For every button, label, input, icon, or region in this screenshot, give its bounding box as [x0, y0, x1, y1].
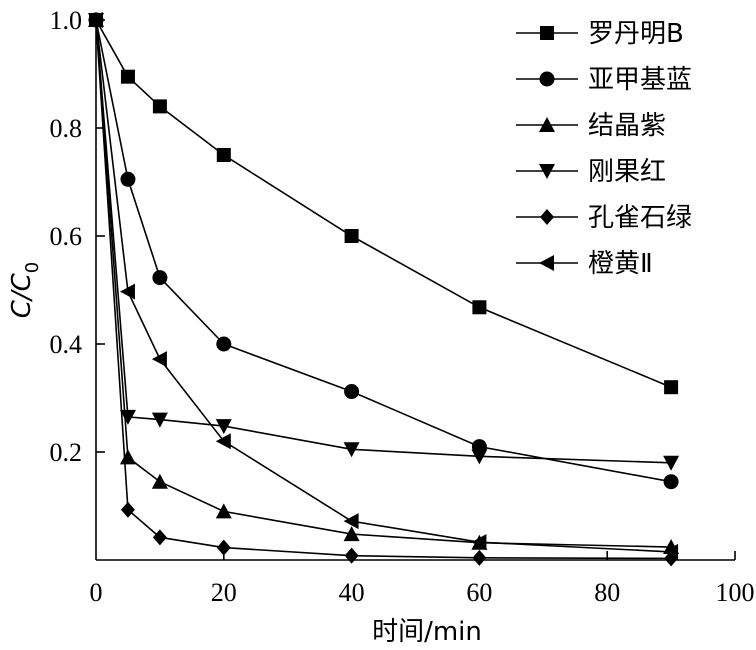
data-point [663, 474, 679, 490]
legend-label: 橙黄Ⅱ [588, 249, 653, 279]
data-point [216, 539, 231, 556]
data-point [151, 473, 168, 489]
data-point [344, 384, 360, 400]
legend-label: 刚果红 [588, 157, 666, 187]
x-tick-label: 60 [466, 578, 492, 607]
y-tick-label: 0.8 [50, 114, 83, 143]
data-point [472, 549, 487, 566]
legend-marker [539, 255, 554, 271]
data-point [343, 526, 360, 542]
y-tick-label: 0.4 [50, 330, 83, 359]
data-point [664, 380, 679, 395]
series-layer [88, 12, 680, 567]
legend-marker [540, 26, 554, 40]
data-point [88, 12, 103, 28]
legend-marker [539, 164, 555, 179]
series-line [95, 19, 672, 483]
legend-marker [539, 117, 555, 132]
data-point [152, 99, 167, 114]
legend-entry-1: 罗丹明B [516, 19, 684, 49]
data-point [120, 501, 135, 518]
axes: 0 20 40 60 80 100 0.2 0.4 0.6 0.8 1.0 [50, 6, 755, 607]
data-point [215, 503, 232, 519]
y-axis-title-main: C/C [7, 272, 37, 318]
data-point [151, 351, 167, 368]
legend-entry-4: 刚果红 [516, 157, 666, 187]
y-tick-label: 0.6 [50, 222, 83, 251]
data-point [663, 455, 680, 471]
y-tick-label: 1.0 [50, 6, 83, 35]
series-line [95, 19, 672, 560]
data-point [215, 419, 232, 435]
legend-label: 孔雀石绿 [588, 203, 692, 233]
legend-label: 罗丹明B [588, 19, 684, 49]
legend-entry-3: 结晶紫 [516, 111, 666, 141]
data-point [152, 529, 167, 546]
x-tick-label: 80 [594, 578, 620, 607]
data-point [344, 229, 359, 243]
data-point [216, 336, 232, 352]
x-tick-label: 100 [716, 578, 755, 607]
legend-entry-6: 橙黄Ⅱ [516, 249, 653, 279]
series-line [95, 19, 672, 553]
y-tick-label: 0.2 [50, 438, 83, 467]
data-point [215, 433, 231, 450]
x-tick-label: 20 [211, 578, 237, 607]
y-axis-title: C/C0 [7, 262, 43, 319]
data-point [343, 513, 359, 530]
data-point [119, 409, 136, 425]
data-point [471, 534, 487, 551]
x-axis-title: 时间/min [372, 617, 482, 647]
data-point [472, 300, 487, 315]
x-tick-label: 0 [90, 578, 103, 607]
series-6 [88, 12, 679, 560]
legend-entry-2: 亚甲基蓝 [516, 65, 692, 95]
series-5 [89, 12, 679, 567]
legend-marker [539, 71, 555, 87]
legend-marker [540, 209, 554, 225]
data-point [120, 69, 135, 84]
data-point [120, 171, 136, 187]
data-point [471, 449, 488, 465]
legend-entry-5: 孔雀石绿 [516, 203, 692, 233]
x-tick-label: 40 [339, 578, 365, 607]
y-axis-title-subscript: 0 [22, 262, 43, 273]
data-point [151, 412, 168, 428]
data-point [119, 283, 135, 300]
data-point [216, 148, 231, 162]
data-point [663, 543, 679, 560]
data-point [152, 270, 168, 286]
data-point [344, 547, 359, 564]
data-point [343, 442, 360, 458]
legend-label: 亚甲基蓝 [588, 65, 692, 95]
series-line [95, 19, 672, 388]
series-line [95, 19, 672, 464]
series-line [95, 19, 672, 548]
data-point [119, 449, 136, 465]
legend-label: 结晶紫 [588, 111, 666, 141]
